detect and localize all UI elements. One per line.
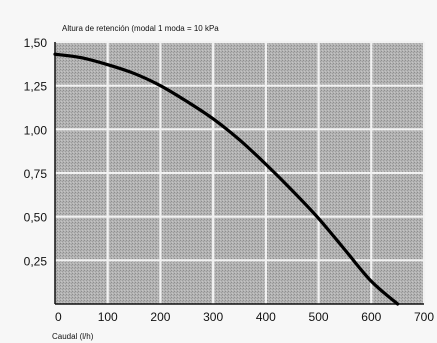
x-tick-label: 200 [150, 310, 170, 324]
x-tick-label: 400 [256, 310, 276, 324]
y-tick-label: 0,75 [24, 167, 48, 181]
grid-lines [55, 40, 426, 304]
x-tick-label: 300 [203, 310, 223, 324]
x-axis-ticks: 0 100 200 300 400 500 600 700 [55, 310, 434, 324]
x-tick-label: 700 [414, 310, 434, 324]
y-tick-label: 1,25 [24, 80, 48, 94]
x-tick-label: 600 [361, 310, 381, 324]
y-tick-label: 0,25 [24, 254, 48, 268]
x-axis-title: Caudal (l/h) [52, 332, 94, 341]
y-axis-ticks: 0,25 0,50 0,75 1,00 1,25 1,50 [24, 36, 48, 268]
x-tick-label: 500 [309, 310, 329, 324]
x-tick-label: 100 [98, 310, 118, 324]
chart-title: Altura de retención (modal 1 moda = 10 k… [62, 24, 219, 33]
series-layer [53, 52, 400, 306]
series-line-0 [53, 52, 400, 306]
y-tick-label: 0,50 [24, 211, 48, 225]
y-tick-label: 1,50 [24, 36, 48, 50]
x-tick-label: 0 [55, 310, 62, 324]
axes [54, 42, 424, 305]
y-tick-label: 1,00 [24, 123, 48, 137]
